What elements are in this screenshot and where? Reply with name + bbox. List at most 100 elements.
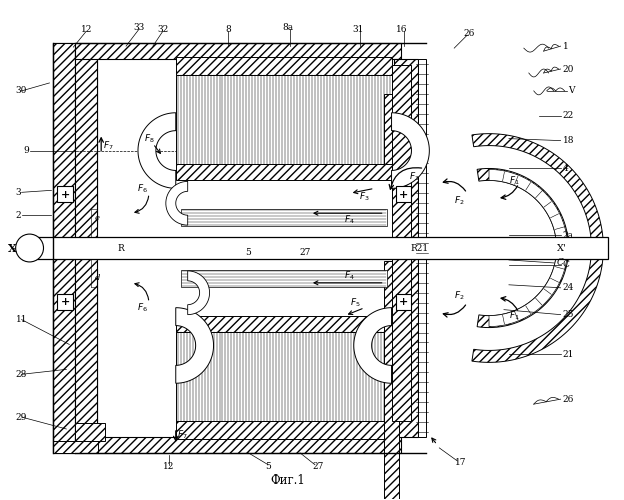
Text: 20: 20 [563,64,574,74]
Text: 18: 18 [563,136,574,145]
Text: $F_8$: $F_8$ [144,132,154,145]
Text: +: + [61,189,70,200]
Polygon shape [384,94,399,164]
Text: $F_3$: $F_3$ [409,170,420,182]
Polygon shape [391,259,411,421]
Polygon shape [54,259,76,453]
Text: +: + [399,296,408,307]
Polygon shape [76,269,97,445]
Text: $F_5$: $F_5$ [351,296,361,309]
Polygon shape [394,59,419,248]
Text: $F_6$: $F_6$ [137,302,149,314]
Polygon shape [76,437,401,453]
Text: X': X' [557,244,567,252]
Polygon shape [176,421,391,439]
Text: 25: 25 [563,310,574,319]
Polygon shape [472,134,603,362]
Polygon shape [76,423,105,441]
Polygon shape [419,59,426,437]
Polygon shape [176,316,391,332]
Text: 3: 3 [16,188,21,197]
Text: 27: 27 [312,462,324,471]
Polygon shape [354,308,391,384]
Polygon shape [176,57,391,75]
Text: 26: 26 [563,394,574,404]
Polygon shape [54,43,76,237]
Text: 2a: 2a [563,230,573,239]
Text: $F_4$: $F_4$ [344,214,355,226]
Text: 32: 32 [157,24,168,34]
Text: 33: 33 [134,22,145,32]
Polygon shape [76,51,97,227]
Polygon shape [138,113,176,188]
Text: R21: R21 [411,244,429,252]
Text: 8: 8 [226,24,232,34]
Text: $F_2$: $F_2$ [454,290,464,302]
Circle shape [16,234,44,262]
Text: 11: 11 [16,315,27,324]
Polygon shape [391,65,411,237]
Polygon shape [176,308,213,384]
Polygon shape [181,270,387,287]
Polygon shape [54,441,98,453]
Text: 9: 9 [24,146,29,155]
Text: X: X [7,242,16,254]
Text: 21: 21 [563,350,574,359]
Polygon shape [396,186,411,202]
Text: +: + [399,189,408,200]
Polygon shape [181,209,387,226]
Text: $F_1$: $F_1$ [509,310,519,322]
Polygon shape [54,43,76,248]
Polygon shape [396,294,411,310]
Polygon shape [57,186,74,202]
Text: $F_6$: $F_6$ [137,182,149,194]
Polygon shape [76,51,97,248]
Text: 28: 28 [16,370,27,379]
Text: e: e [95,214,100,222]
Text: V: V [568,86,575,96]
Polygon shape [76,248,97,445]
Text: 5: 5 [245,248,251,258]
Polygon shape [176,332,391,421]
Text: 12: 12 [163,462,175,471]
Text: 4: 4 [563,164,568,173]
Text: 29: 29 [16,412,27,422]
Text: C: C [563,260,570,270]
Text: Фиг.1: Фиг.1 [271,474,306,487]
Polygon shape [477,168,568,328]
Text: 31: 31 [352,24,363,34]
Text: 30: 30 [16,86,27,96]
Polygon shape [22,237,608,259]
Text: 27: 27 [300,248,311,258]
Text: 5: 5 [265,462,271,471]
Text: d: d [94,274,100,282]
Text: $F_4$: $F_4$ [344,270,355,282]
Polygon shape [176,164,391,180]
Polygon shape [57,294,74,310]
Text: +: + [61,296,70,307]
Text: 22: 22 [563,112,574,120]
Text: 12: 12 [80,24,92,34]
Polygon shape [391,113,429,188]
Polygon shape [176,75,391,164]
Text: C: C [557,258,563,268]
Text: $F_7$: $F_7$ [177,428,188,441]
Polygon shape [188,271,210,314]
Text: 2: 2 [16,210,21,220]
Text: $F_7$: $F_7$ [103,140,114,152]
Text: 16: 16 [396,24,407,34]
Text: 24: 24 [563,284,574,292]
Text: 8a: 8a [283,22,294,32]
Text: $F_1$: $F_1$ [509,174,519,186]
Polygon shape [384,261,399,500]
Text: R: R [118,244,124,252]
Polygon shape [76,43,401,59]
Polygon shape [489,170,568,326]
Text: 1: 1 [563,42,568,50]
Text: $F_3$: $F_3$ [359,190,370,202]
Text: 26: 26 [464,28,475,38]
Text: 17: 17 [456,458,467,468]
Text: $F_2$: $F_2$ [454,194,464,206]
Polygon shape [394,248,419,437]
Polygon shape [54,248,76,453]
